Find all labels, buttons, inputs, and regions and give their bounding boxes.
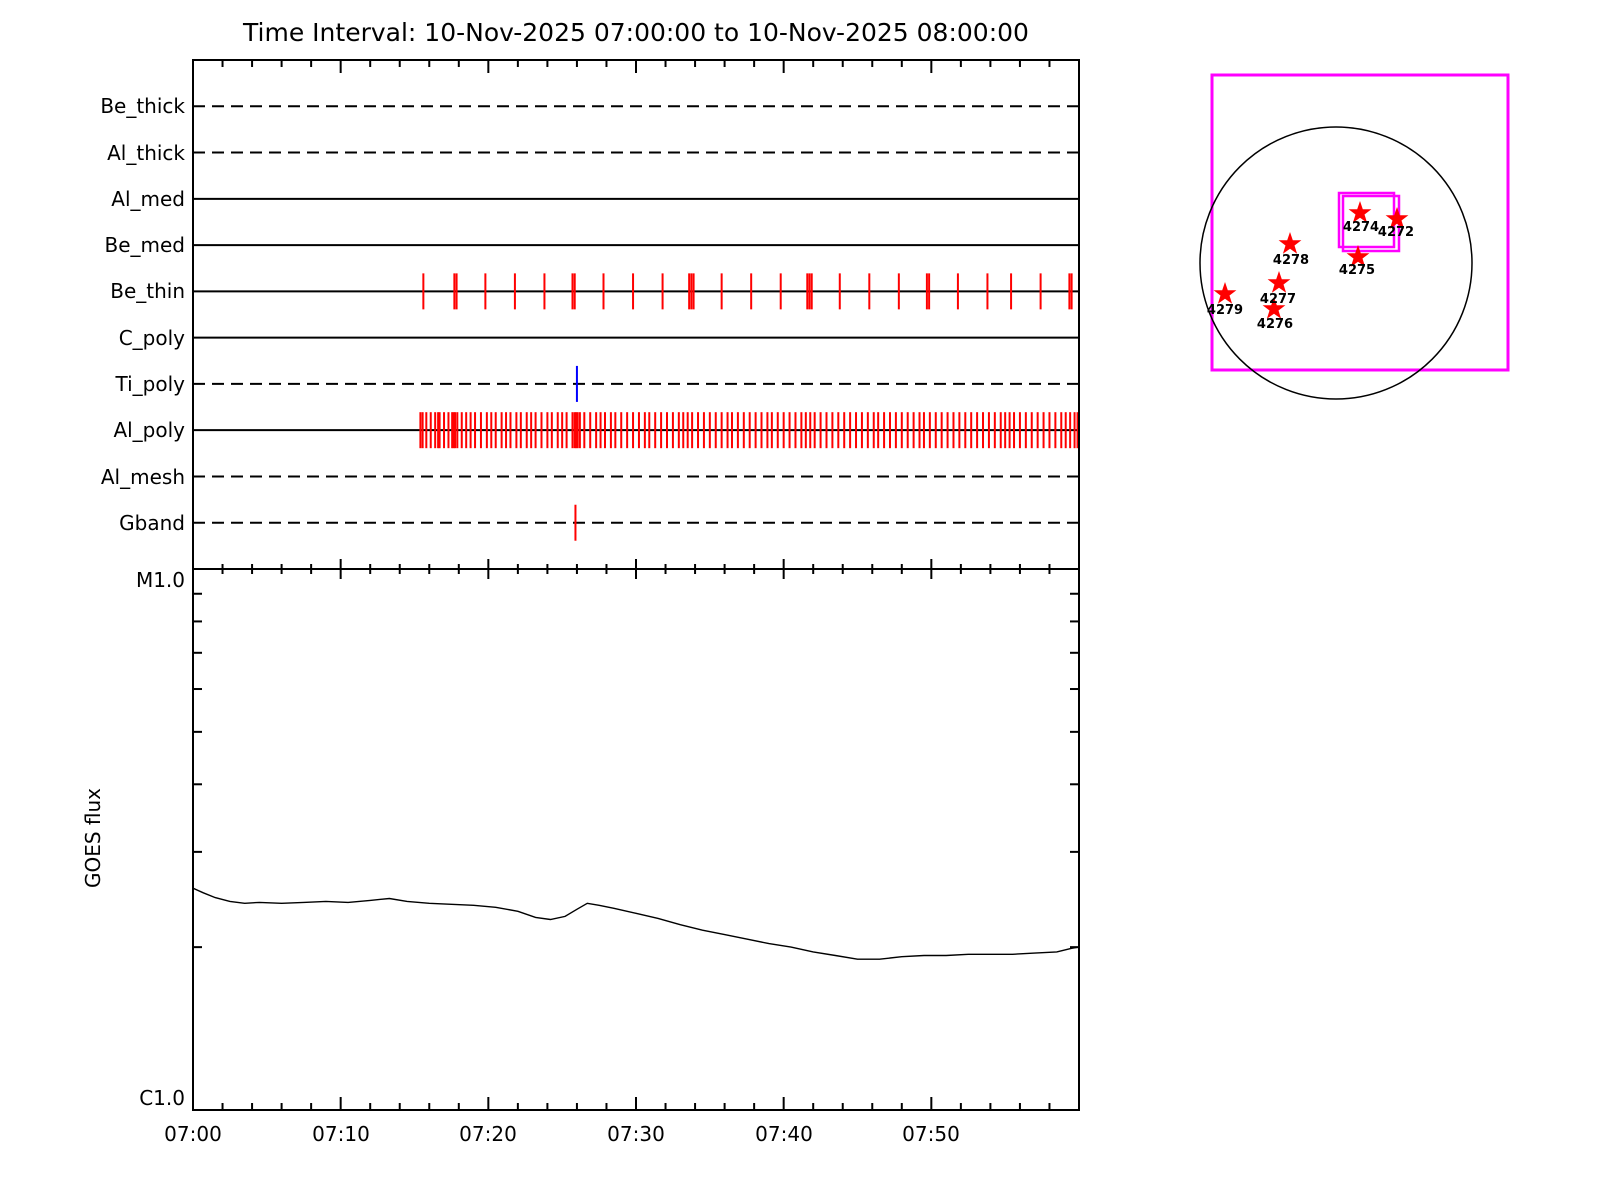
row-label-be-thin: Be_thin <box>110 279 185 303</box>
row-label-al-thick: Al_thick <box>107 141 185 165</box>
x-tick-0730: 07:30 <box>607 1122 665 1146</box>
row-label-al-poly: Al_poly <box>113 418 185 442</box>
y-axis-top-label: M1.0 <box>135 568 185 592</box>
row-label-be-thick: Be_thick <box>100 94 185 118</box>
ar-label-4276: 4276 <box>1256 317 1294 332</box>
active-region-star-4277 <box>1267 271 1291 293</box>
x-tick-0740: 07:40 <box>755 1122 813 1146</box>
ar-label-4274: 4274 <box>1342 220 1380 235</box>
x-tick-0710: 07:10 <box>312 1122 370 1146</box>
x-tick-0720: 07:20 <box>459 1122 517 1146</box>
timeline-panel-frame <box>192 59 1080 570</box>
fov-box <box>1210 73 1510 372</box>
active-region-star-4278 <box>1278 232 1302 254</box>
ar-label-4279: 4279 <box>1206 303 1244 318</box>
ar-label-4277: 4277 <box>1259 292 1297 307</box>
active-region-star-4275 <box>1346 245 1370 267</box>
active-region-star-4274 <box>1348 201 1372 223</box>
x-tick-0750: 07:50 <box>902 1122 960 1146</box>
y-axis-title: GOES flux <box>81 787 105 889</box>
row-label-al-med: Al_med <box>111 187 185 211</box>
y-axis-bottom-label: C1.0 <box>139 1086 185 1110</box>
ar-label-4275: 4275 <box>1338 263 1376 278</box>
ar-label-4272: 4272 <box>1377 225 1415 240</box>
row-label-c-poly: C_poly <box>118 326 185 350</box>
row-label-al-mesh: Al_mesh <box>100 465 185 489</box>
goes-panel-frame <box>192 568 1080 1111</box>
row-label-be-med: Be_med <box>104 233 185 257</box>
active-region-star-4276 <box>1262 297 1286 319</box>
ar-label-4278: 4278 <box>1272 253 1310 268</box>
solar-limb-circle <box>1199 126 1473 400</box>
active-region-star-4279 <box>1213 282 1237 304</box>
active-region-star-4272 <box>1385 207 1409 229</box>
row-label-ti-poly: Ti_poly <box>115 372 185 396</box>
x-tick-0700: 07:00 <box>164 1122 222 1146</box>
page-title: Time Interval: 10-Nov-2025 07:00:00 to 1… <box>243 18 1029 47</box>
goes-flux-curve <box>192 887 1080 960</box>
row-label-gband: Gband <box>119 511 185 535</box>
